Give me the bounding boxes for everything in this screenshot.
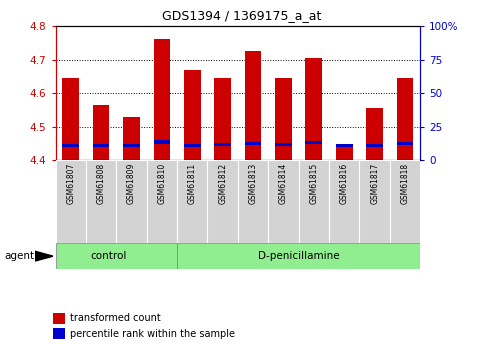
Bar: [397, 142, 413, 145]
Text: GSM61813: GSM61813: [249, 163, 257, 204]
Text: GSM61814: GSM61814: [279, 163, 288, 204]
Bar: [245, 51, 261, 160]
Text: GSM61812: GSM61812: [218, 163, 227, 204]
Text: GSM61811: GSM61811: [188, 163, 197, 204]
Bar: [123, 117, 140, 160]
Bar: [184, 70, 200, 160]
Bar: [275, 78, 292, 160]
Text: agent: agent: [5, 251, 35, 261]
Bar: [177, 160, 208, 243]
Bar: [329, 160, 359, 243]
Text: GSM61816: GSM61816: [340, 163, 349, 204]
Bar: [62, 144, 79, 147]
Text: GSM61817: GSM61817: [370, 163, 379, 204]
Bar: [245, 142, 261, 145]
Bar: [93, 144, 110, 147]
Bar: [336, 145, 353, 160]
Bar: [336, 144, 353, 147]
Bar: [56, 243, 177, 269]
Text: GSM61808: GSM61808: [97, 163, 106, 204]
Text: GSM61818: GSM61818: [400, 163, 410, 204]
Polygon shape: [35, 251, 53, 261]
Bar: [93, 105, 110, 160]
Text: transformed count: transformed count: [70, 313, 161, 323]
Bar: [366, 108, 383, 160]
Bar: [56, 160, 86, 243]
Bar: [397, 78, 413, 160]
Bar: [238, 160, 268, 243]
Bar: [305, 58, 322, 160]
Text: GSM61809: GSM61809: [127, 163, 136, 204]
Text: GSM61807: GSM61807: [66, 163, 75, 204]
Bar: [62, 78, 79, 160]
Bar: [298, 160, 329, 243]
Text: control: control: [90, 251, 127, 261]
Bar: [123, 144, 140, 147]
Bar: [390, 160, 420, 243]
Bar: [366, 144, 383, 147]
Bar: [305, 141, 322, 144]
Bar: [53, 313, 65, 324]
Bar: [53, 328, 65, 339]
Bar: [116, 160, 147, 243]
Text: percentile rank within the sample: percentile rank within the sample: [70, 329, 235, 339]
Bar: [359, 160, 390, 243]
Text: GSM61810: GSM61810: [157, 163, 167, 204]
Bar: [147, 160, 177, 243]
Text: D-penicillamine: D-penicillamine: [258, 251, 340, 261]
Bar: [214, 142, 231, 146]
Text: GDS1394 / 1369175_a_at: GDS1394 / 1369175_a_at: [162, 9, 321, 22]
Bar: [208, 160, 238, 243]
Bar: [268, 160, 298, 243]
Bar: [86, 160, 116, 243]
Text: GSM61815: GSM61815: [309, 163, 318, 204]
Bar: [275, 143, 292, 146]
Bar: [184, 144, 200, 147]
Bar: [214, 78, 231, 160]
Bar: [154, 140, 170, 144]
Bar: [154, 39, 170, 160]
Bar: [177, 243, 420, 269]
